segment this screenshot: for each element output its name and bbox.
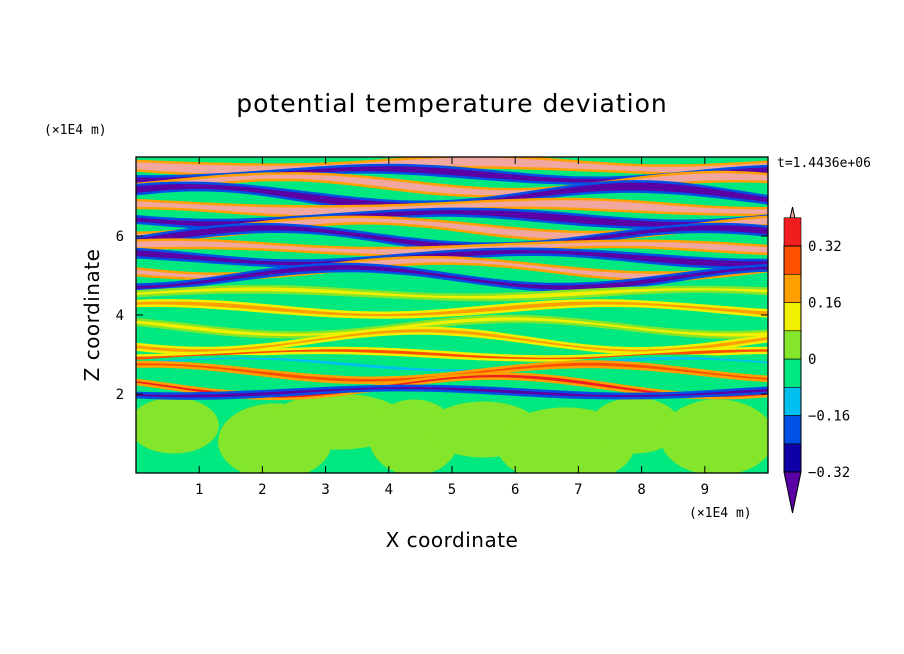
contour-band [136, 349, 768, 360]
contour-band [136, 173, 768, 195]
x-axis-unit: (×1E4 m) [689, 506, 752, 521]
colorbar-swatch [783, 358, 802, 388]
colorbar-swatch [783, 302, 802, 332]
y-tick-label: 2 [116, 387, 124, 403]
field-patch [660, 399, 768, 473]
contour-band [136, 182, 768, 210]
colorbar-frame [783, 245, 802, 473]
contour-band [136, 265, 768, 290]
time-label: t=1.4436e+06 [777, 156, 871, 171]
contour-band [136, 329, 768, 353]
colorbar-swatch [783, 273, 802, 303]
colorbar-swatch [783, 443, 802, 473]
colorbar-label: 0 [808, 352, 816, 368]
colorbar-label: 0.16 [808, 296, 842, 312]
y-tick-label: 6 [116, 229, 124, 245]
chart-title: potential temperature deviation [236, 89, 667, 118]
y-axis-label: Z coordinate [80, 249, 104, 382]
x-tick-label: 5 [448, 482, 456, 498]
contour-band [136, 362, 768, 382]
contour-band [136, 240, 768, 255]
contour-band [136, 287, 768, 299]
colorbar-arrow-bottom [783, 471, 802, 514]
colorbar-label: −0.16 [808, 409, 850, 425]
field-patch [136, 397, 219, 454]
colorbar-swatch [783, 386, 802, 416]
x-tick-label: 8 [637, 482, 645, 498]
y-axis-ticks: 2 4 6 [116, 229, 768, 403]
contour-band [136, 166, 768, 184]
x-tick-label: 3 [321, 482, 329, 498]
x-tick-label: 1 [195, 482, 203, 498]
y-axis-unit: (×1E4 m) [44, 123, 107, 138]
colorbar-swatch [783, 245, 802, 275]
contour-band [136, 357, 768, 372]
plot-area: 1 2 3 4 5 6 7 8 9 2 4 6 [116, 156, 769, 498]
colorbar-label: 0.32 [808, 239, 842, 255]
contour-band [136, 387, 768, 398]
y-tick-label: 4 [116, 308, 124, 324]
contour-field [136, 157, 768, 473]
colorbar-swatch [783, 217, 802, 247]
x-tick-label: 2 [258, 482, 266, 498]
x-tick-label: 6 [511, 482, 519, 498]
colorbar-swatch [783, 415, 802, 445]
colorbar-swatch [783, 330, 802, 360]
x-axis-ticks: 1 2 3 4 5 6 7 8 9 [195, 157, 709, 498]
colorbar: 0.32 0.16 0 −0.16 −0.32 [783, 206, 850, 514]
x-tick-label: 9 [701, 482, 709, 498]
field-patch [590, 397, 681, 454]
x-axis-label: X coordinate [386, 528, 519, 552]
contour-band [136, 301, 768, 317]
x-tick-label: 4 [385, 482, 393, 498]
x-tick-label: 7 [574, 482, 582, 498]
contour-band [136, 317, 768, 337]
colorbar-label: −0.32 [808, 465, 850, 481]
contour-band [136, 250, 768, 267]
